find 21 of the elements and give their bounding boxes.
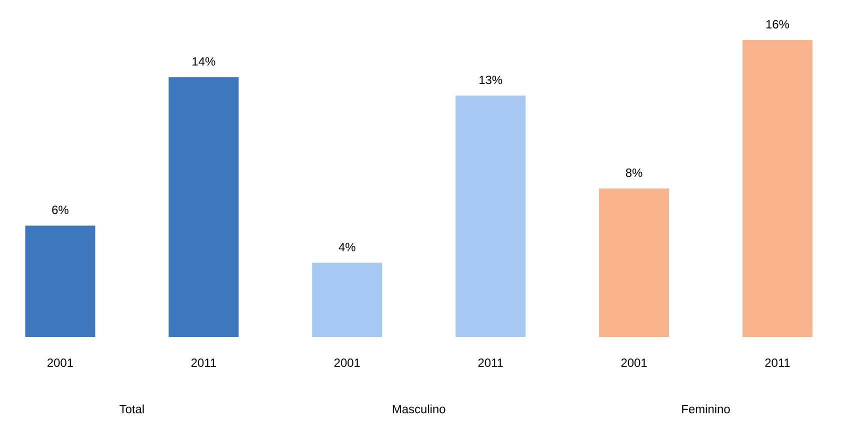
x-tick-label: 2001: [334, 358, 360, 367]
x-tick-label: 2011: [191, 358, 216, 367]
bar: [25, 226, 96, 337]
data-label: 8%: [626, 168, 642, 177]
x-tick-label: 2011: [478, 358, 503, 367]
x-tick-label: 2011: [765, 358, 790, 367]
text: Feminino: [682, 404, 730, 414]
bar: [599, 188, 670, 337]
data-label: 16%: [766, 20, 790, 28]
data-label: 14%: [192, 57, 216, 66]
x-tick-label: 2001: [621, 358, 647, 367]
x-tick-label: 2001: [48, 358, 73, 367]
text: Total: [120, 404, 144, 414]
bar: [456, 96, 526, 337]
data-label: 4%: [338, 242, 356, 252]
data-label: 13%: [480, 76, 502, 84]
data-label: 6%: [52, 206, 68, 214]
text: Masculino: [392, 404, 446, 414]
bar: [312, 262, 382, 337]
bar: [742, 40, 812, 337]
bar: [168, 77, 239, 337]
